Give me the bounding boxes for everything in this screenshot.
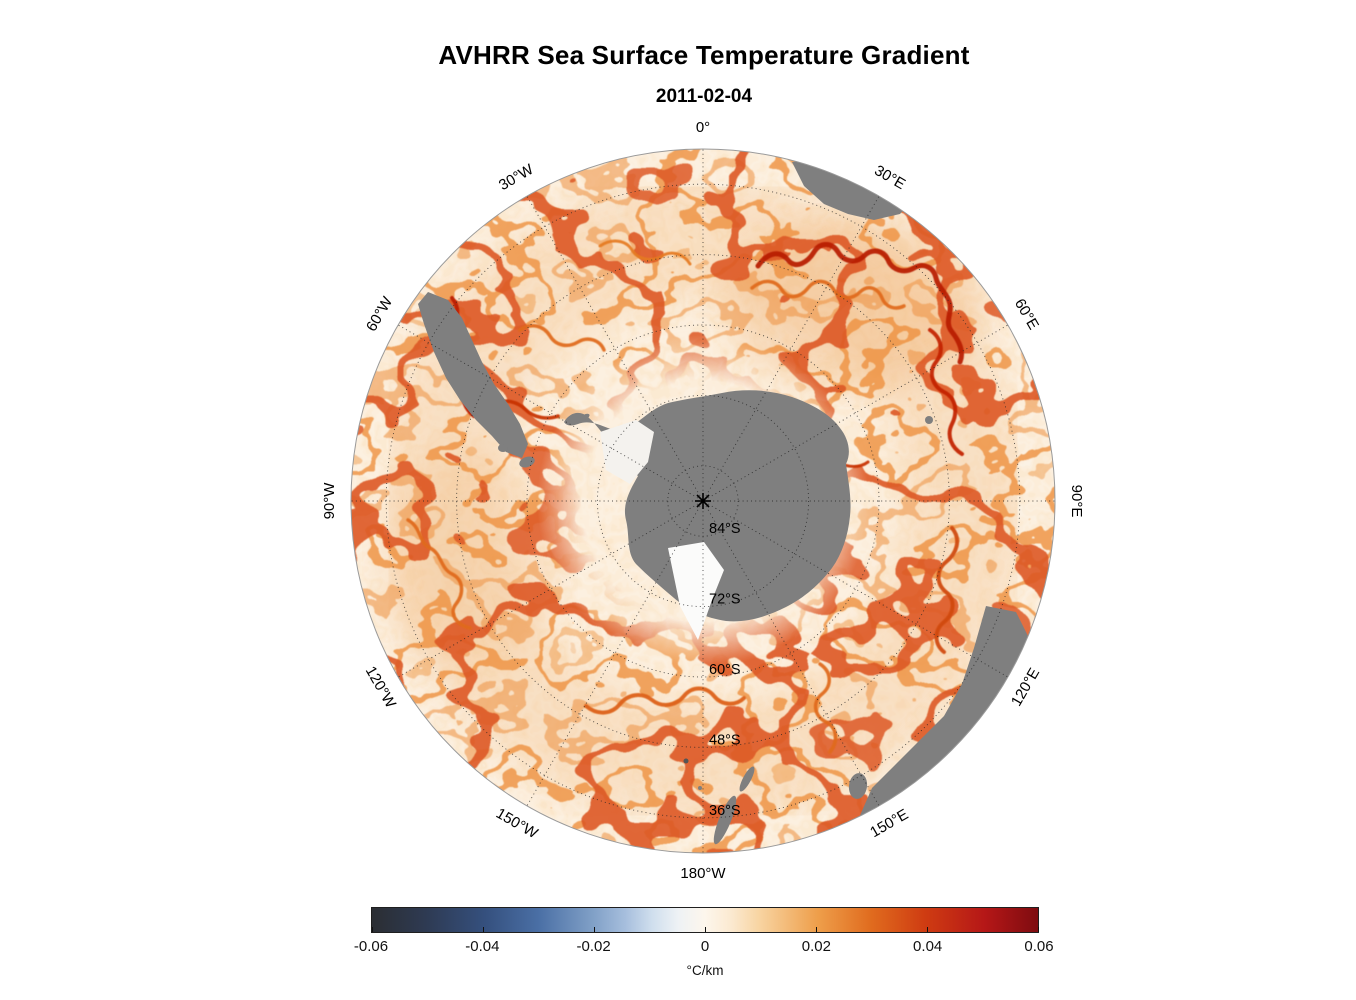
colorbar-tick-mark [594, 927, 595, 932]
tierra-del-fuego [498, 444, 508, 452]
latitude-label: 48°S [709, 732, 741, 748]
colorbar-tick-mark [372, 927, 373, 932]
graticule [351, 149, 1055, 853]
colorbar-tick-label: -0.02 [576, 938, 611, 955]
latitude-label: 72°S [709, 592, 741, 608]
colorbar [371, 907, 1039, 933]
colorbar-tick-label: 0.04 [913, 938, 943, 955]
ice-shelf-areas [600, 420, 724, 640]
longitude-label: 180°W [680, 865, 726, 882]
graticule-parallel [456, 254, 950, 748]
colorbar-gradient [372, 908, 1039, 932]
falkland-islands [519, 456, 535, 468]
longitude-label: 120°W [362, 663, 400, 711]
latitude-label: 36°S [709, 803, 741, 819]
graticule-meridian [707, 503, 1009, 678]
colorbar-tick-mark [705, 927, 706, 932]
colorbar-tick-label: -0.04 [465, 938, 500, 955]
longitude-label: 60°E [1011, 296, 1042, 333]
south-america-landmass [418, 292, 528, 458]
graticule-meridian [705, 195, 880, 497]
colorbar-tick-label: 0 [700, 938, 710, 955]
colorbar-tick-mark [483, 927, 484, 932]
longitude-label: 60°W [363, 293, 397, 334]
longitude-label: 90°E [1068, 485, 1085, 518]
graticule-parallel [596, 394, 810, 608]
colorbar-tick-mark [927, 927, 928, 932]
graticule-meridian [526, 195, 701, 497]
longitude-label: 90°W [321, 482, 338, 520]
longitude-label: 150°E [867, 806, 911, 841]
south-pole-marker [695, 493, 711, 509]
graticule-meridian [397, 324, 699, 499]
latitude-label: 60°S [709, 662, 741, 678]
new-zealand-north-island [739, 766, 755, 792]
map-boundary-circle [350, 148, 1056, 854]
longitude-label: 120°E [1008, 665, 1043, 709]
longitude-label: 0° [696, 119, 710, 136]
graticule-meridian [705, 505, 880, 807]
graticule-parallel [385, 183, 1021, 819]
latitude-label: 84°S [709, 521, 741, 537]
colorbar-unit-label: °C/km [686, 963, 724, 978]
new-zealand-south-island [713, 795, 737, 845]
colorbar-tick-label: 0.02 [801, 938, 831, 955]
small-island [698, 786, 702, 790]
south-georgia-island [580, 413, 590, 421]
sst-front-lines [406, 239, 965, 754]
colorbar-tick-labels: -0.06 -0.04 -0.02 0 0.02 0.04 0.06 [354, 938, 1054, 958]
longitude-label: 30°E [871, 162, 908, 193]
figure-date: 2011-02-04 [655, 86, 753, 107]
colorbar-tick-label: 0.06 [1024, 938, 1054, 955]
graticule-meridian [707, 324, 1009, 499]
colorbar-tick-label: -0.06 [353, 938, 389, 955]
colorbar-tick-mark [816, 927, 817, 932]
latitude-labels: 84°S 72°S 60°S 48°S 36°S [709, 521, 741, 819]
kerguelen-island [925, 416, 933, 424]
graticule-parallel [667, 465, 739, 537]
figure-title: AVHRR Sea Surface Temperature Gradient [438, 40, 970, 70]
graticule-meridian [526, 505, 701, 807]
longitude-label: 30°W [496, 161, 537, 195]
colorbar-tick-mark [1038, 927, 1039, 932]
graticule-parallel [526, 324, 880, 678]
small-island [683, 758, 689, 764]
graticule-meridian [397, 503, 699, 678]
longitude-label: 150°W [493, 805, 541, 843]
